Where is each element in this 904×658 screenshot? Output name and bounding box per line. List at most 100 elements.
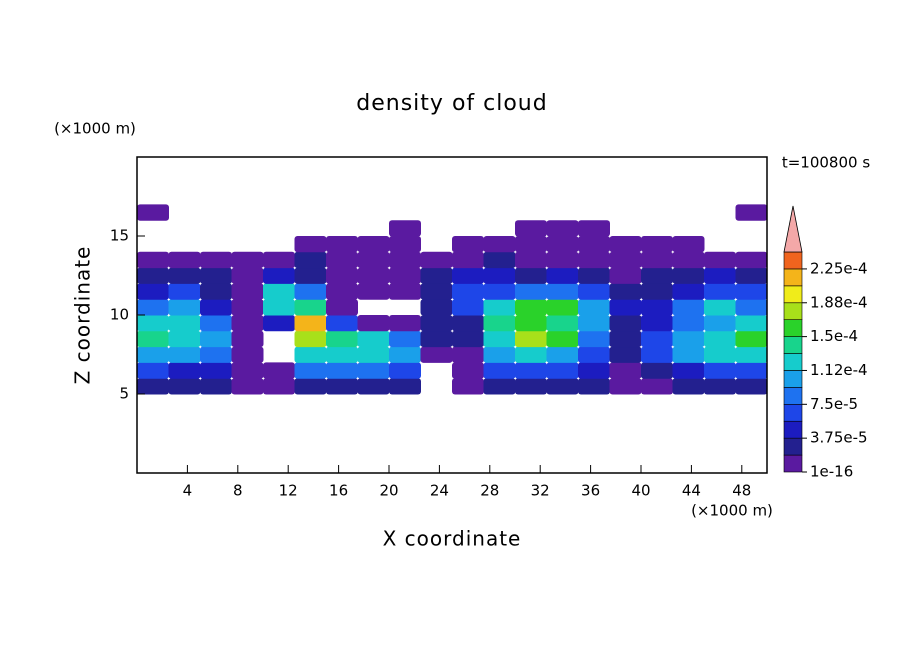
contour-cell (609, 251, 642, 269)
contour-cell (231, 330, 264, 348)
time-label: t=100800 s (782, 154, 870, 172)
contour-cell (515, 236, 547, 253)
contour-cell (137, 330, 169, 348)
contour-cell (483, 346, 516, 363)
contour-cell (231, 267, 264, 284)
colorbar-band (783, 302, 803, 320)
contour-cell (137, 378, 169, 395)
y-unit: (×1000 m) (54, 120, 136, 138)
contour-cell (672, 378, 705, 395)
contour-cell (672, 315, 705, 332)
contour-cell (578, 346, 610, 363)
contour-cell (515, 346, 547, 363)
x-tick-label: 20 (379, 482, 398, 500)
contour-cell (263, 251, 295, 269)
contour-cell (263, 299, 295, 316)
contour-cell (294, 315, 327, 332)
contour-cell (515, 378, 547, 395)
contour-cell (389, 346, 421, 363)
contour-cell (515, 362, 547, 379)
contour-cell (168, 362, 201, 379)
contour-cell (609, 378, 642, 395)
contour-cell (735, 378, 768, 395)
contour-cell (389, 251, 421, 269)
contour-cell (609, 236, 642, 253)
contour-cell (452, 251, 484, 269)
contour-cell (609, 346, 642, 363)
colorbar-band (783, 353, 803, 371)
contour-cell (735, 267, 768, 284)
contour-cell (389, 330, 421, 348)
contour-cell (452, 346, 484, 363)
contour-cell (420, 283, 453, 300)
colorbar-band (783, 437, 803, 456)
colorbar-band (783, 404, 803, 422)
contour-cell (452, 267, 484, 284)
contour-cell (231, 251, 264, 269)
contour-cell (231, 283, 264, 300)
contour-cell (294, 362, 327, 379)
contour-cell (357, 315, 390, 332)
contour-cell (452, 378, 484, 395)
contour-cell (168, 330, 201, 348)
contour-cell (483, 267, 516, 284)
y-axis-label: Z coordinate (71, 246, 95, 385)
colorbar-tick-label: 1.12e-4 (810, 361, 868, 379)
colorbar-band (783, 420, 803, 439)
contour-cell (137, 346, 169, 363)
colorbar-band (783, 268, 803, 287)
contour-cell (609, 362, 642, 379)
contour-cell (546, 236, 579, 253)
contour-cell (137, 299, 169, 316)
contour-cell (672, 299, 705, 316)
contour-cell (483, 299, 516, 316)
contour-cell (515, 315, 547, 332)
contour-cell (609, 267, 642, 284)
contour-cell (483, 378, 516, 395)
contour-cell (168, 267, 201, 284)
contour-cell (420, 267, 453, 284)
plot-frame (136, 156, 768, 474)
contour-cell (641, 362, 673, 379)
contour-cell (452, 236, 484, 253)
contour-cell (326, 283, 358, 300)
contour-cell (641, 315, 673, 332)
colorbar-tick-label: 2.25e-4 (810, 259, 868, 277)
contour-cell (137, 315, 169, 332)
contour-cell (641, 267, 673, 284)
colorbar-band (783, 285, 803, 304)
contour-cell (231, 299, 264, 316)
contour-cell (326, 346, 358, 363)
contour-cell (452, 299, 484, 316)
colorbar-band (783, 370, 803, 388)
contour-cell (735, 204, 768, 221)
contour-cell (389, 283, 421, 300)
contour-cell (578, 299, 610, 316)
contour-cell (263, 362, 295, 379)
x-tick-label: 8 (233, 482, 243, 500)
contour-cell (672, 362, 705, 379)
contour-cell (483, 251, 516, 269)
contour-cell (326, 251, 358, 269)
contour-cell (546, 315, 579, 332)
colorbar-band (783, 319, 803, 337)
contour-field (137, 204, 768, 395)
contour-cell (357, 267, 390, 284)
contour-cell (515, 267, 547, 284)
colorbar-tick-label: 1.88e-4 (810, 293, 868, 311)
contour-cell (420, 346, 453, 363)
contour-cell (735, 362, 768, 379)
contour-cell (326, 236, 358, 253)
contour-cell (609, 330, 642, 348)
contour-cell (578, 378, 610, 395)
contour-cell (704, 315, 736, 332)
contour-cell (326, 330, 358, 348)
contour-cell (389, 236, 421, 253)
contour-cell (389, 220, 421, 237)
contour-cell (357, 283, 390, 300)
contour-cell (231, 346, 264, 363)
contour-cell (168, 283, 201, 300)
contour-cell (578, 236, 610, 253)
y-tick-label: 15 (110, 227, 129, 245)
